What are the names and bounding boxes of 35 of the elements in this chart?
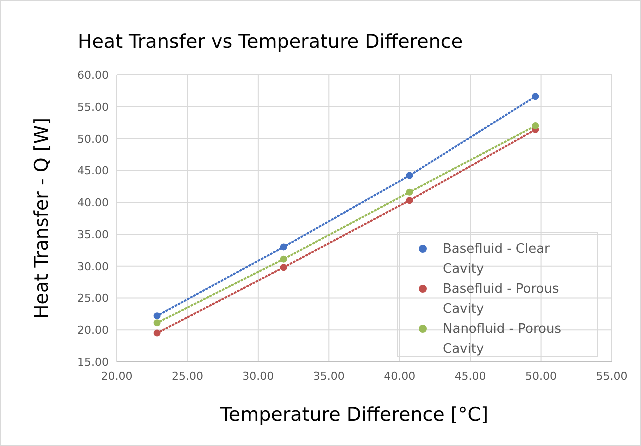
point: [154, 312, 161, 320]
x-tick-label: 55.00: [596, 370, 628, 383]
x-tick-label: 25.00: [172, 370, 204, 383]
point: [280, 264, 288, 272]
point: [280, 244, 288, 251]
legend-label: Nanofluid - Porous Cavity: [443, 322, 562, 357]
y-tick-label: 20.00: [78, 324, 109, 338]
x-axis-title: Temperature Difference [°C]: [220, 404, 488, 426]
point: [154, 320, 161, 327]
point: [532, 93, 540, 100]
point: [280, 256, 288, 263]
x-tick-label: 30.00: [242, 370, 274, 383]
y-tick-label: 55.00: [78, 100, 109, 114]
y-tick-label: 50.00: [78, 132, 109, 146]
point: [154, 330, 161, 337]
point: [406, 197, 414, 204]
legend-label: Basefluid - Clear Cavity: [443, 242, 551, 277]
legend-label: Basefluid - Porous Cavity: [443, 282, 560, 317]
point: [406, 172, 414, 180]
y-tick-label: 45.00: [78, 164, 109, 178]
chart-title: Heat Transfer vs Temperature Difference: [78, 31, 464, 53]
y-tick-label: 25.00: [78, 292, 109, 306]
y-tick-label: 60.00: [78, 69, 109, 82]
point: [406, 188, 414, 196]
x-tick-label: 40.00: [384, 370, 416, 383]
x-tick-label: 50.00: [526, 370, 558, 383]
y-tick-label: 35.00: [78, 228, 109, 242]
x-tick-label: 35.00: [313, 370, 345, 383]
x-tick-label: 20.00: [101, 370, 133, 383]
y-tick-label: 15.00: [78, 356, 109, 369]
y-tick-label: 40.00: [78, 196, 109, 210]
x-tick-label: 45.00: [454, 370, 486, 383]
y-tick-label: 30.00: [78, 260, 109, 274]
y-axis-title: Heat Transfer - Q [W]: [31, 118, 53, 320]
point: [532, 122, 540, 130]
